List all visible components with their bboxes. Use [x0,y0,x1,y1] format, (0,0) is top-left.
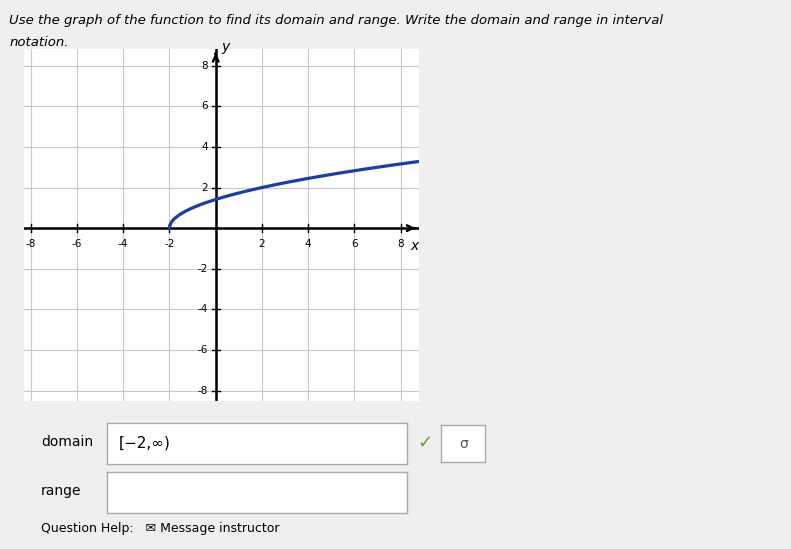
Text: -6: -6 [72,239,82,249]
Text: 8: 8 [397,239,404,249]
Text: 8: 8 [201,60,207,71]
Text: -8: -8 [25,239,36,249]
Text: -4: -4 [197,304,207,315]
Text: Question Help:   ✉ Message instructor: Question Help: ✉ Message instructor [41,522,280,535]
Text: σ: σ [459,436,467,451]
Text: 6: 6 [351,239,358,249]
Text: 2: 2 [259,239,265,249]
Text: notation.: notation. [9,36,69,49]
Text: 2: 2 [201,182,207,193]
Text: x: x [411,239,418,253]
Text: [−2,∞): [−2,∞) [119,436,171,451]
Text: domain: domain [41,435,93,449]
Text: -2: -2 [197,264,207,274]
Text: range: range [41,484,81,498]
Text: -6: -6 [197,345,207,355]
Text: -2: -2 [165,239,175,249]
Text: y: y [221,41,229,54]
Text: 4: 4 [305,239,312,249]
Text: 4: 4 [201,142,207,152]
Text: Use the graph of the function to find its domain and range. Write the domain and: Use the graph of the function to find it… [9,14,664,27]
Text: -8: -8 [197,385,207,396]
Text: ✓: ✓ [418,434,433,452]
Text: 6: 6 [201,101,207,111]
Text: -4: -4 [118,239,128,249]
